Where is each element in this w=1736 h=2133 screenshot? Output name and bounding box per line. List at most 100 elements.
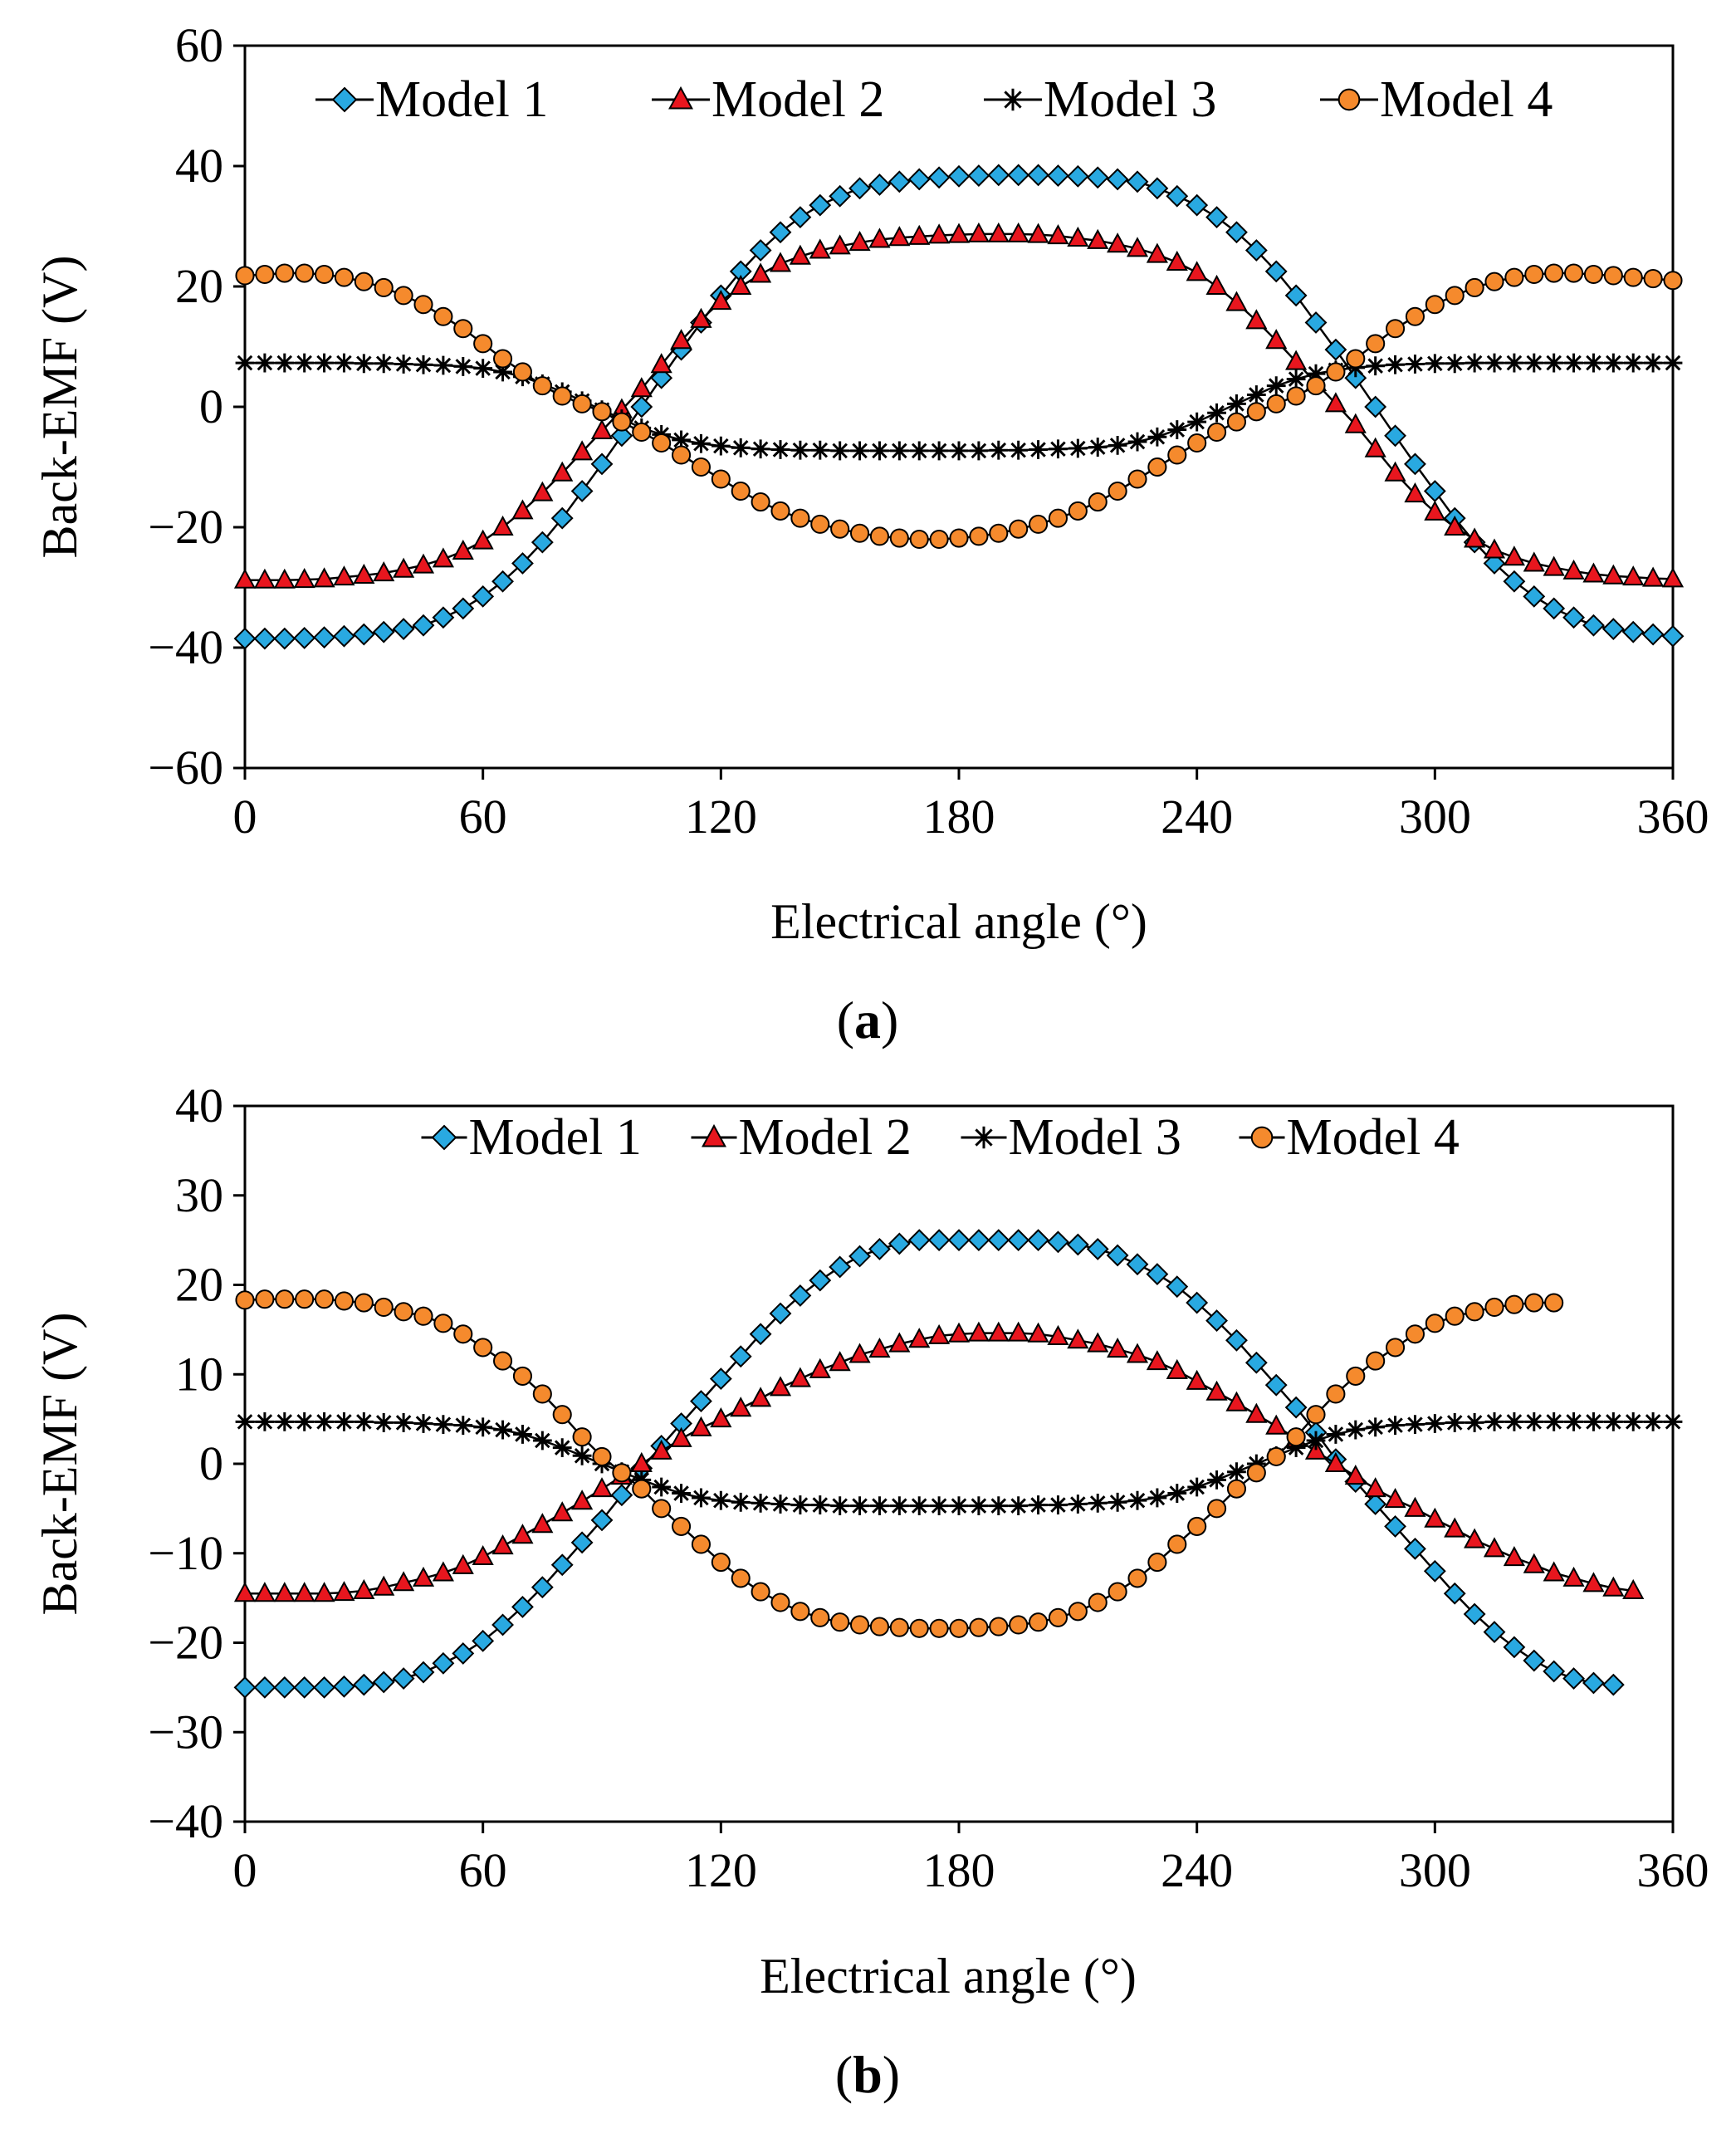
data-point xyxy=(652,1499,672,1519)
data-point xyxy=(1186,261,1208,281)
data-point xyxy=(907,168,931,191)
data-point xyxy=(612,412,632,432)
data-point xyxy=(253,1582,276,1602)
data-point xyxy=(810,514,830,534)
data-point xyxy=(1562,559,1585,580)
data-point xyxy=(927,166,951,189)
data-point xyxy=(1384,1515,1406,1538)
data-point xyxy=(692,1488,711,1508)
data-point xyxy=(374,1413,394,1432)
data-point xyxy=(1147,427,1167,447)
data-point xyxy=(253,627,276,650)
data-point xyxy=(432,606,455,629)
data-point xyxy=(1445,354,1465,374)
data-point xyxy=(1147,1488,1167,1508)
data-point xyxy=(928,223,951,244)
data-point xyxy=(1463,1602,1486,1626)
data-point xyxy=(1068,438,1088,458)
data-point xyxy=(590,453,614,476)
data-point xyxy=(730,1397,752,1417)
data-point xyxy=(491,1534,514,1555)
axis-ticks-b: −40 −30 −20 −10 0 10 20 30 40 0 60 120 180 240 300 360 xyxy=(148,1079,1709,1897)
data-point xyxy=(1067,226,1089,247)
data-point xyxy=(947,223,971,243)
data-point xyxy=(671,445,692,465)
data-point xyxy=(1544,1293,1564,1313)
data-point xyxy=(293,626,316,649)
data-point xyxy=(889,1496,909,1516)
legend-label: Model 4 xyxy=(1380,71,1553,128)
data-point xyxy=(1465,277,1484,298)
data-point xyxy=(1284,1396,1308,1419)
data-point xyxy=(1107,1337,1129,1358)
data-point xyxy=(453,1416,473,1436)
data-point xyxy=(750,1387,772,1407)
data-point xyxy=(1127,1568,1147,1588)
data-point xyxy=(592,402,612,422)
data-point xyxy=(352,1673,375,1696)
caption-a: (a) xyxy=(837,991,899,1049)
data-point xyxy=(433,1314,453,1333)
data-point xyxy=(830,1612,850,1632)
data-point xyxy=(511,1524,534,1544)
data-point xyxy=(295,1289,315,1309)
data-point xyxy=(830,441,850,461)
caption-close-b: ) xyxy=(883,2045,900,2104)
data-point xyxy=(1484,353,1504,373)
data-point xyxy=(433,1415,453,1434)
data-point xyxy=(1265,329,1288,350)
data-point xyxy=(1007,1229,1030,1252)
data-point xyxy=(412,553,435,574)
data-point xyxy=(1187,412,1207,432)
data-point xyxy=(769,252,792,272)
x-axis-title-a: Electrical angle (°) xyxy=(770,894,1147,949)
data-point xyxy=(1643,353,1663,373)
data-point xyxy=(1106,1244,1129,1267)
data-point xyxy=(750,262,772,283)
data-point xyxy=(1404,1537,1426,1560)
y-tick-label: 30 xyxy=(175,1168,223,1222)
y-tick-label: 20 xyxy=(175,1258,223,1312)
legend-marker xyxy=(702,1123,726,1147)
data-point xyxy=(789,244,811,265)
data-point xyxy=(1503,545,1525,566)
data-point xyxy=(1304,1439,1328,1460)
data-point xyxy=(295,1411,315,1431)
data-point xyxy=(1386,1416,1405,1436)
data-point xyxy=(947,1322,971,1343)
data-point xyxy=(1582,614,1605,637)
data-point xyxy=(929,529,949,550)
data-point xyxy=(273,1676,296,1699)
data-point xyxy=(770,1495,790,1514)
data-point xyxy=(989,523,1009,543)
data-point xyxy=(829,1351,851,1372)
data-point xyxy=(1425,1314,1445,1333)
data-point xyxy=(413,295,433,315)
caption-letter-b: b xyxy=(853,2045,883,2104)
data-point xyxy=(1483,1537,1506,1558)
data-point xyxy=(1207,1470,1226,1490)
y-tick-label: 10 xyxy=(175,1347,223,1401)
legend-marker xyxy=(1250,1126,1274,1149)
legend-entry-3: Model 3 xyxy=(984,71,1216,128)
x-tick-label: 120 xyxy=(685,790,757,844)
data-point xyxy=(491,570,514,593)
data-point xyxy=(810,1607,830,1627)
data-point xyxy=(949,1618,969,1638)
data-point xyxy=(353,1578,375,1600)
data-point xyxy=(1007,164,1030,187)
data-point xyxy=(1028,514,1049,534)
data-point xyxy=(1663,1411,1683,1431)
data-point xyxy=(1582,1572,1605,1592)
data-point xyxy=(790,440,810,460)
data-point xyxy=(473,334,493,354)
data-point xyxy=(1206,1499,1227,1519)
data-point xyxy=(1423,1559,1446,1583)
data-point xyxy=(532,1384,552,1404)
data-point xyxy=(1047,164,1069,188)
data-point xyxy=(393,557,415,578)
data-point xyxy=(670,329,692,350)
data-point xyxy=(1205,274,1228,295)
data-point xyxy=(1126,237,1149,257)
data-point xyxy=(1027,1322,1049,1343)
